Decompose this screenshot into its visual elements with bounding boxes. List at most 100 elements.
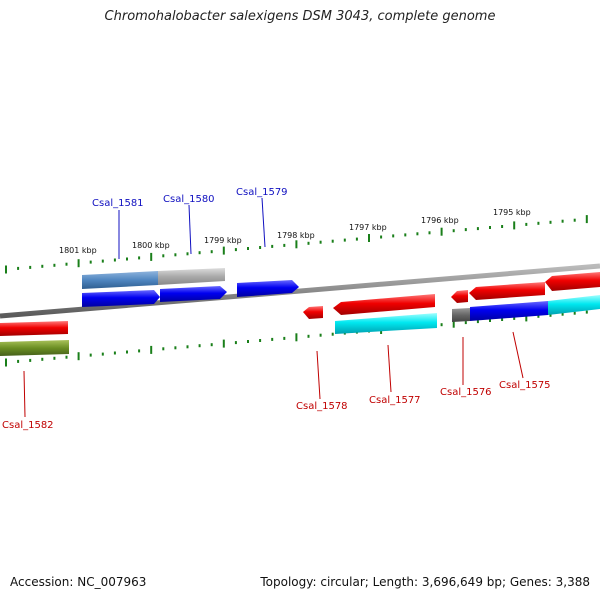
feature-csal-1582-track[interactable] — [0, 340, 69, 356]
major-tick — [5, 265, 7, 274]
minor-tick — [307, 241, 310, 245]
minor-tick — [549, 220, 552, 224]
gene-csal-1575-a[interactable] — [469, 282, 545, 300]
minor-tick — [234, 248, 237, 252]
major-tick — [368, 234, 370, 242]
minor-tick — [331, 332, 334, 336]
gene-csal-1576[interactable] — [451, 290, 468, 303]
feature-csal-1575-track[interactable] — [470, 301, 548, 321]
minor-tick — [29, 265, 32, 269]
major-tick — [150, 252, 153, 261]
minor-tick — [210, 343, 213, 347]
minor-tick — [501, 318, 504, 321]
feature-csal-1580-track[interactable] — [158, 268, 225, 285]
major-tick — [585, 215, 588, 224]
minor-tick — [186, 345, 189, 349]
minor-tick — [198, 251, 201, 255]
minor-tick — [319, 333, 322, 337]
gene-label-csal-1580[interactable]: Csal_1580 — [163, 194, 215, 205]
minor-tick — [234, 341, 237, 345]
major-tick — [525, 313, 528, 322]
minor-tick — [573, 218, 576, 222]
minor-tick — [404, 233, 407, 237]
gene-csal-1578[interactable] — [303, 306, 323, 319]
gene-label-csal-1581[interactable]: Csal_1581 — [92, 198, 144, 209]
major-tick — [150, 345, 153, 354]
major-tick — [513, 221, 516, 230]
minor-tick — [41, 357, 44, 361]
kbp-labels: 1801 kbp 1800 kbp 1799 kbp 1798 kbp 1797… — [59, 208, 531, 255]
minor-tick — [53, 263, 56, 267]
gene-csal-1580[interactable] — [160, 286, 227, 302]
minor-tick — [53, 356, 56, 360]
kbp-label: 1798 kbp — [277, 231, 315, 240]
minor-tick — [476, 227, 479, 231]
gene-csal-1579[interactable] — [237, 280, 299, 297]
gene-csal-1577[interactable] — [333, 294, 435, 315]
minor-tick — [174, 346, 177, 350]
minor-tick — [259, 339, 262, 342]
minor-tick — [41, 264, 44, 268]
topology-label: Topology: circular; Length: 3,696,649 bp… — [260, 575, 590, 589]
minor-tick — [307, 334, 310, 338]
minor-tick — [210, 250, 213, 254]
minor-tick — [343, 238, 346, 242]
minor-tick — [126, 350, 128, 354]
major-tick — [5, 358, 7, 367]
gene-label-csal-1576[interactable]: Csal_1576 — [440, 387, 492, 398]
minor-tick — [247, 340, 249, 343]
minor-tick — [489, 226, 491, 229]
minor-tick — [561, 219, 564, 223]
minor-tick — [198, 344, 201, 348]
minor-tick — [476, 320, 479, 324]
major-tick — [77, 352, 80, 361]
gene-label-csal-1577[interactable]: Csal_1577 — [369, 395, 421, 406]
minor-tick — [537, 314, 540, 318]
feature-csal-1574-track[interactable] — [548, 295, 600, 315]
minor-tick — [259, 246, 262, 249]
genome-backbone — [0, 263, 600, 319]
feature-csal-1581-track[interactable] — [82, 271, 158, 289]
minor-tick — [271, 244, 274, 248]
gene-label-csal-1578[interactable]: Csal_1578 — [296, 401, 348, 412]
minor-tick — [537, 221, 540, 225]
bottom-gene-labels: Csal_1582 Csal_1578 Csal_1577 Csal_1576 … — [2, 331, 551, 431]
minor-tick — [283, 336, 286, 340]
gene-csal-1575-b[interactable] — [545, 272, 600, 291]
major-tick — [222, 339, 225, 348]
kbp-label: 1799 kbp — [204, 236, 242, 245]
minor-tick — [440, 323, 443, 327]
gene-csal-1581[interactable] — [82, 290, 160, 307]
kbp-label: 1796 kbp — [421, 216, 459, 225]
minor-tick — [561, 312, 564, 316]
minor-tick — [525, 222, 528, 226]
minor-tick — [331, 239, 334, 243]
minor-tick — [283, 243, 286, 247]
feature-csal-1576-track[interactable] — [452, 308, 470, 322]
minor-tick — [65, 355, 68, 359]
minor-tick — [501, 225, 504, 228]
minor-tick — [271, 337, 274, 341]
minor-tick — [247, 247, 249, 250]
minor-tick — [138, 349, 141, 353]
kbp-label: 1800 kbp — [132, 241, 170, 250]
major-tick — [222, 246, 225, 255]
minor-tick — [113, 351, 116, 355]
gene-label-csal-1582[interactable]: Csal_1582 — [2, 420, 54, 431]
minor-tick — [549, 313, 552, 317]
kbp-label: 1801 kbp — [59, 246, 97, 255]
minor-tick — [513, 316, 516, 320]
minor-tick — [464, 228, 467, 232]
gene-label-csal-1575[interactable]: Csal_1575 — [499, 380, 551, 391]
inner-tick-track — [5, 310, 588, 367]
gene-csal-1582[interactable] — [0, 321, 68, 336]
gene-label-csal-1579[interactable]: Csal_1579 — [236, 187, 288, 198]
major-tick — [295, 240, 298, 249]
minor-tick — [452, 229, 455, 233]
minor-tick — [126, 257, 128, 261]
major-tick — [440, 227, 443, 236]
kbp-label: 1795 kbp — [493, 208, 531, 217]
minor-tick — [29, 358, 32, 362]
feature-csal-1577-track[interactable] — [335, 313, 437, 334]
minor-tick — [464, 321, 467, 325]
